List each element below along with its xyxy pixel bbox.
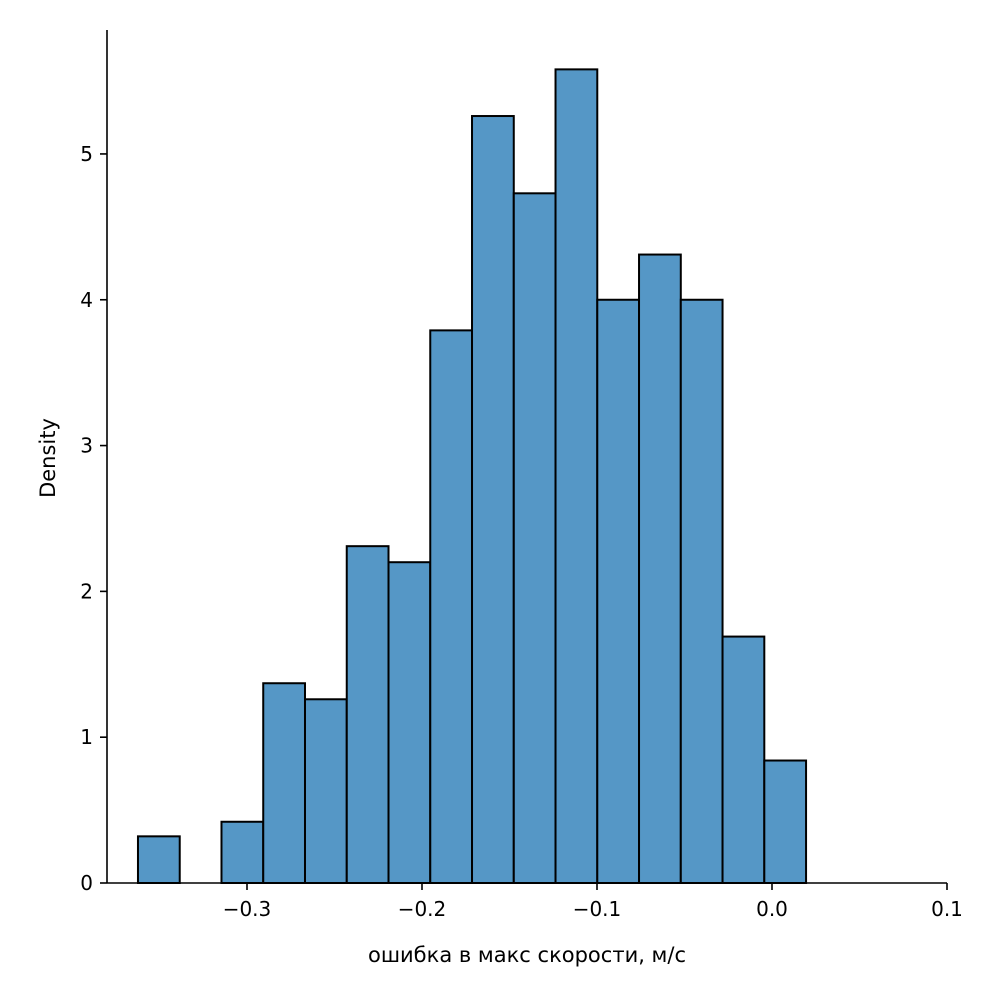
histogram-bar — [387, 561, 432, 884]
x-tick-label: −0.1 — [573, 897, 622, 921]
y-tick-label: 5 — [80, 142, 93, 166]
y-axis-label: Density — [36, 418, 60, 498]
x-tick-label: 0.0 — [756, 897, 788, 921]
x-tick-label: −0.3 — [223, 897, 272, 921]
histogram-bar — [345, 545, 390, 885]
y-tick-label: 3 — [80, 434, 93, 458]
histogram-bar — [262, 682, 306, 884]
histogram-bar — [303, 698, 348, 884]
x-tick-label: 0.1 — [931, 897, 963, 921]
histogram-bar — [220, 820, 265, 884]
histogram-bar — [596, 298, 641, 884]
histogram-bar — [136, 835, 181, 884]
histogram-bar — [763, 759, 808, 884]
histogram-bar — [721, 635, 766, 884]
y-tick-label: 0 — [80, 871, 93, 895]
histogram-bar — [512, 192, 557, 885]
histogram-bar — [471, 115, 515, 885]
histogram-bar — [638, 253, 682, 885]
y-tick-label: 1 — [80, 725, 93, 749]
bars — [136, 68, 808, 885]
histogram-bar — [679, 298, 724, 884]
x-axis-label: ошибка в макс скорости, м/с — [368, 943, 686, 967]
y-tick-label: 2 — [80, 579, 93, 603]
histogram-bar — [554, 68, 599, 885]
y-tick-label: 4 — [80, 288, 93, 312]
x-tick-label: −0.2 — [398, 897, 447, 921]
histogram-bar — [429, 329, 474, 885]
axes: −0.3 −0.2 −0.1 0.0 0.1 0 1 2 3 4 5 — [80, 30, 963, 921]
